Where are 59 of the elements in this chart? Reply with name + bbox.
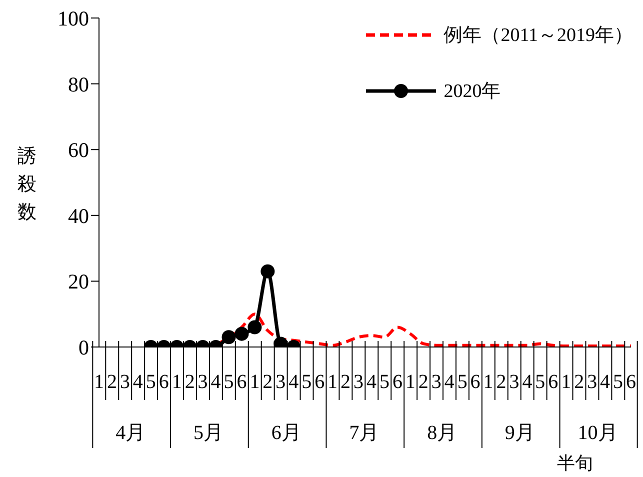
x-tick-label: 4: [366, 371, 376, 393]
x-tick-label: 5: [224, 371, 234, 393]
x-tick-label: 1: [172, 371, 182, 393]
x-tick-label: 3: [354, 371, 364, 393]
x-tick-label: 4: [288, 371, 299, 393]
x-tick-label: 1: [405, 371, 416, 393]
x-tick-label: 2: [574, 371, 584, 393]
y-tick-label: 60: [68, 138, 89, 162]
text: 8月: [427, 422, 458, 444]
x-tick-label: 2: [340, 371, 351, 393]
x-tick-label: 4: [132, 371, 143, 393]
x-tick-label: 5: [613, 371, 624, 393]
text: 10月: [578, 422, 618, 444]
x-tick-label: 6: [314, 371, 325, 393]
x-tick-label: 6: [548, 371, 558, 393]
x-tick-label: 1: [250, 371, 260, 393]
x-tick-label: 2: [418, 371, 428, 393]
x-tick-label: 5: [535, 371, 546, 393]
y-tick-label: 80: [68, 72, 89, 96]
x-tick-label: 2: [184, 371, 195, 393]
x-tick-label: 1: [94, 371, 104, 393]
text: 9月: [504, 422, 535, 444]
legend-label: 例年（2011～2019年）: [444, 24, 633, 48]
x-tick-label: 3: [120, 371, 130, 393]
x-tick-label: 3: [276, 371, 286, 393]
x-tick-label: 3: [509, 371, 520, 393]
text: 4月: [116, 422, 146, 444]
x-tick-label: 3: [587, 371, 598, 393]
x-tick-label: 2: [106, 371, 117, 393]
x-tick-label: 4: [522, 371, 532, 393]
y-tick-label: 20: [68, 270, 89, 294]
x-tick-label: 3: [198, 371, 208, 393]
x-tick-label: 5: [379, 371, 390, 393]
x-tick-label: 5: [146, 371, 156, 393]
x-tick-label: 6: [236, 371, 247, 393]
text: 6月: [271, 422, 302, 444]
x-tick-label: 6: [158, 371, 169, 393]
y-tick-label: 40: [68, 204, 89, 228]
x-axis-title: 半旬: [557, 453, 593, 473]
text: 5月: [194, 422, 224, 444]
x-tick-label: 2: [496, 371, 506, 393]
legend-label: 2020年: [444, 80, 501, 104]
x-tick-label: 1: [561, 371, 572, 393]
x-tick-label: 6: [626, 371, 636, 393]
x-tick-label: 6: [392, 371, 402, 393]
y-axis-title: 誘殺数: [18, 146, 36, 223]
x-tick-label: 1: [483, 371, 494, 393]
x-tick-label: 1: [328, 371, 338, 393]
text: 7月: [349, 422, 380, 444]
x-tick-label: 6: [470, 371, 480, 393]
y-tick-label: 100: [58, 6, 89, 30]
y-tick-label: 0: [78, 335, 89, 360]
x-tick-label: 5: [302, 371, 312, 393]
x-tick-label: 3: [431, 371, 442, 393]
x-tick-label: 5: [457, 371, 468, 393]
x-tick-label: 4: [210, 371, 221, 393]
x-tick-label: 4: [444, 371, 454, 393]
x-tick-label: 2: [262, 371, 273, 393]
x-tick-label: 4: [600, 371, 610, 393]
